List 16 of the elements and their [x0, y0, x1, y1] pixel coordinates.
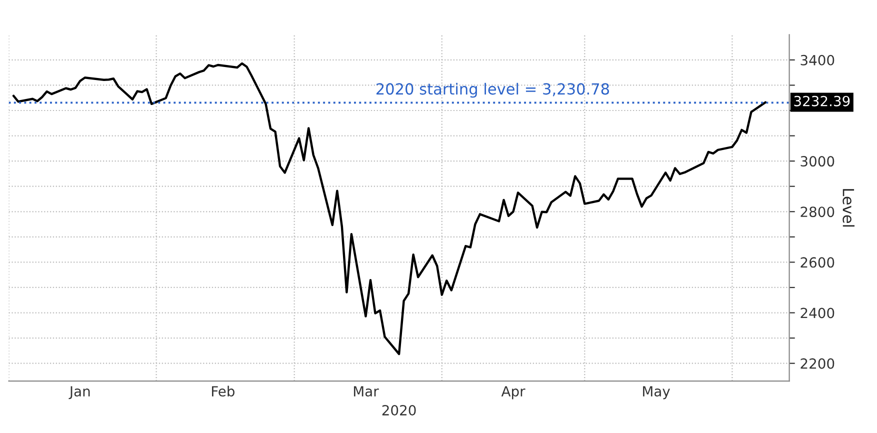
x-tick-label: May [643, 386, 670, 400]
ref-line-label: 2020 starting level = 3,230.78 [376, 82, 609, 98]
y-axis-title: Level [842, 189, 855, 227]
y-tick-label: 2800 [800, 206, 834, 218]
line-series [12, 62, 767, 356]
annotation: 3232.39 [794, 96, 850, 106]
x-axis-title: 2020 [382, 405, 416, 416]
y-tick-label: 2400 [800, 308, 834, 318]
y-tick-label: 3000 [800, 156, 834, 167]
x-tick-label: Jan [68, 386, 90, 400]
y-tick-label: 2200 [800, 358, 834, 369]
y-tick-label: 2600 [800, 257, 834, 268]
x-tick-label: Feb [212, 386, 234, 397]
y-tick-label: 3400 [800, 54, 834, 66]
x-tick-label: Apr [501, 386, 526, 400]
x-tick-label: Mar [354, 386, 379, 397]
